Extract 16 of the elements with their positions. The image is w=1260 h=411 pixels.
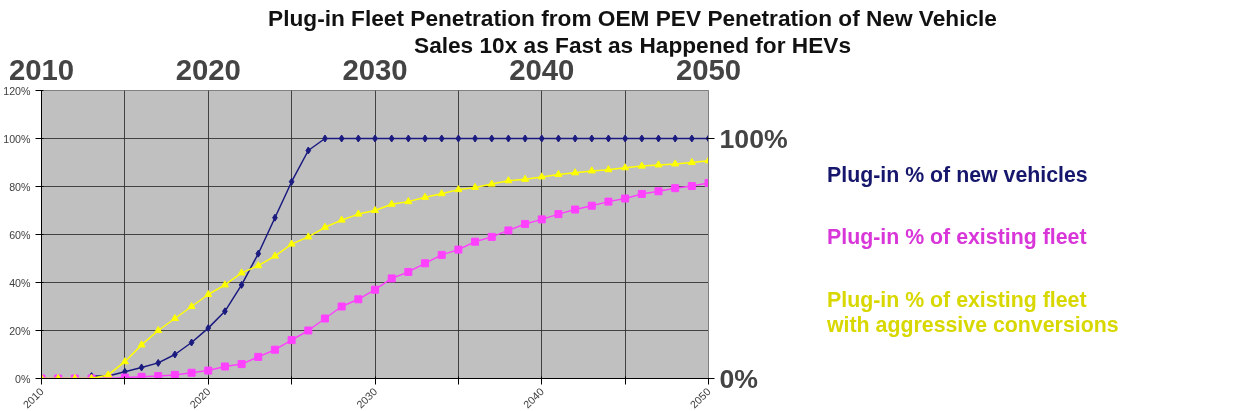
- y-tick-label: 0%: [15, 372, 32, 385]
- y-tick-label: 120%: [3, 84, 32, 97]
- x-tick-label: 2020: [175, 52, 241, 86]
- y-tick-label: 60%: [9, 228, 32, 241]
- y2-tick-label: 100%: [719, 123, 788, 154]
- text: Plug-in % of existing fleet with aggressive conversions: [827, 288, 1119, 338]
- x-tick-label: 2010: [8, 52, 75, 86]
- y-tick-label: 80%: [9, 180, 32, 193]
- y-tick-label: 20%: [9, 324, 32, 337]
- x-tick-label: 2040: [509, 52, 575, 86]
- text: Plug-in % of existing fleet: [827, 224, 1087, 250]
- y-tick-label: 40%: [9, 276, 32, 289]
- y2-tick-label: 0%: [719, 363, 759, 394]
- x-tick-label: 2030: [342, 52, 408, 86]
- text: Plug-in % of new vehicles: [827, 162, 1088, 188]
- y-tick-label: 100%: [3, 132, 32, 145]
